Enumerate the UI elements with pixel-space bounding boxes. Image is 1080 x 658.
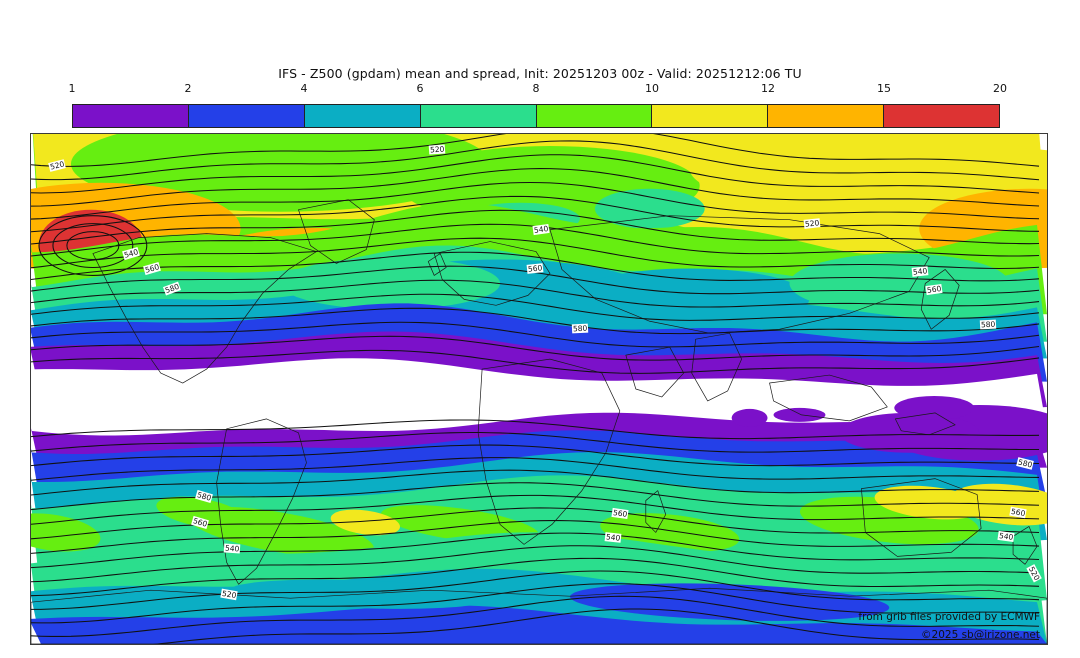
coastline xyxy=(433,241,551,306)
spread-blob xyxy=(156,496,245,529)
coastline xyxy=(691,332,742,402)
spread-blob xyxy=(280,257,501,310)
colorbar-segment-2 xyxy=(188,105,305,127)
height-contour xyxy=(31,321,1040,348)
page-title: IFS - Z500 (gpdam) mean and spread, Init… xyxy=(278,66,802,81)
colorbar-segment-7 xyxy=(768,105,885,127)
height-contour xyxy=(31,140,1040,181)
colorbar-tick-3: 4 xyxy=(300,82,308,95)
colorbar-segment-3 xyxy=(304,105,421,127)
contour-label: 580 xyxy=(571,323,589,334)
spread-blob xyxy=(839,412,980,453)
height-contour xyxy=(31,570,1040,610)
colorbar-tick-4: 6 xyxy=(416,82,424,95)
height-contour xyxy=(31,134,1040,167)
colorbar-segment-5 xyxy=(536,105,653,127)
colorbar-segment-4 xyxy=(420,105,537,127)
height-contour xyxy=(31,545,1040,583)
coastline xyxy=(861,478,982,557)
colorbar-tick-6: 10 xyxy=(645,82,659,95)
spread-blob xyxy=(569,268,810,329)
colorbar-tick-7: 12 xyxy=(761,82,775,95)
colorbar-tick-8: 15 xyxy=(877,82,891,95)
spread-blob xyxy=(31,513,101,552)
spread-blob xyxy=(731,408,768,427)
coastline xyxy=(625,346,685,398)
closed-low-contour xyxy=(52,223,134,268)
spread-blob xyxy=(570,583,890,621)
height-contour xyxy=(31,532,1040,569)
height-contour xyxy=(31,251,1040,282)
spread-fill-layer xyxy=(31,134,1047,644)
height-contour xyxy=(31,583,1040,624)
coastline xyxy=(477,358,621,545)
colorbar-segment-6 xyxy=(652,105,769,127)
spread-blob xyxy=(773,407,826,422)
height-contour xyxy=(31,154,1040,194)
spread-blob xyxy=(874,485,984,520)
height-contour xyxy=(31,168,1040,207)
coastline xyxy=(769,374,888,422)
height-contour xyxy=(31,520,1040,554)
height-contour xyxy=(153,608,1040,644)
height-contour xyxy=(31,557,1040,597)
map-canvas[interactable]: 520 520 520 540 540 540 560 560 560 580 580 580 580 5… xyxy=(30,133,1048,645)
height-contour xyxy=(31,595,1040,637)
height-contour xyxy=(31,335,1040,361)
height-contour xyxy=(31,307,1040,335)
height-contour xyxy=(31,469,1040,496)
colorbar-tick-1: 1 xyxy=(68,82,76,95)
colorbar-tick-labels: 1 2 4 6 8 10 12 15 20 xyxy=(68,82,1008,100)
coastline xyxy=(645,490,667,533)
height-contour xyxy=(31,181,1040,220)
colorbar-segment-1 xyxy=(73,105,189,127)
colorbar-strip xyxy=(72,104,1000,128)
coastline xyxy=(920,269,960,330)
contour-label: 520 xyxy=(428,144,446,155)
colorbar-segment-8 xyxy=(884,105,999,127)
data-source-credit: from grib files provided by ECMWF xyxy=(858,611,1040,623)
spread-blob xyxy=(894,395,975,420)
height-contour xyxy=(31,195,1040,233)
copyright-credit: ©2025 sb@irizone.net xyxy=(921,629,1040,641)
colorbar-tick-5: 8 xyxy=(532,82,540,95)
coastline xyxy=(92,233,317,384)
height-contour xyxy=(31,279,1040,308)
contour-label: 540 xyxy=(223,543,241,554)
height-contour xyxy=(31,457,1040,481)
coastline xyxy=(427,253,447,276)
height-contour xyxy=(31,209,1040,245)
height-contour xyxy=(31,237,1040,269)
height-contour xyxy=(31,432,1040,453)
contour-label: 540 xyxy=(911,266,929,277)
map-field-svg xyxy=(31,134,1047,644)
height-contour xyxy=(31,349,1040,374)
spread-blob xyxy=(330,509,400,536)
spread-blob xyxy=(789,253,1010,314)
height-contour xyxy=(31,494,1040,525)
coastline xyxy=(549,215,930,334)
height-contour xyxy=(31,444,1040,467)
height-contour xyxy=(31,293,1040,321)
contour-label: 560 xyxy=(526,263,544,274)
closed-low-contour xyxy=(38,215,148,276)
contour-label: 540 xyxy=(604,532,622,543)
coastline xyxy=(894,412,956,436)
colorbar-tick-9: 20 xyxy=(993,82,1007,95)
colorbar-tick-2: 2 xyxy=(184,82,192,95)
colorbar: 1 2 4 6 8 10 12 15 20 xyxy=(69,82,1007,128)
contour-label: 580 xyxy=(979,319,997,330)
coastline xyxy=(1012,526,1038,565)
closed-low-contour xyxy=(66,231,120,261)
spread-blob xyxy=(594,188,705,229)
contour-label: 520 xyxy=(803,218,821,229)
height-contour xyxy=(31,419,1040,440)
